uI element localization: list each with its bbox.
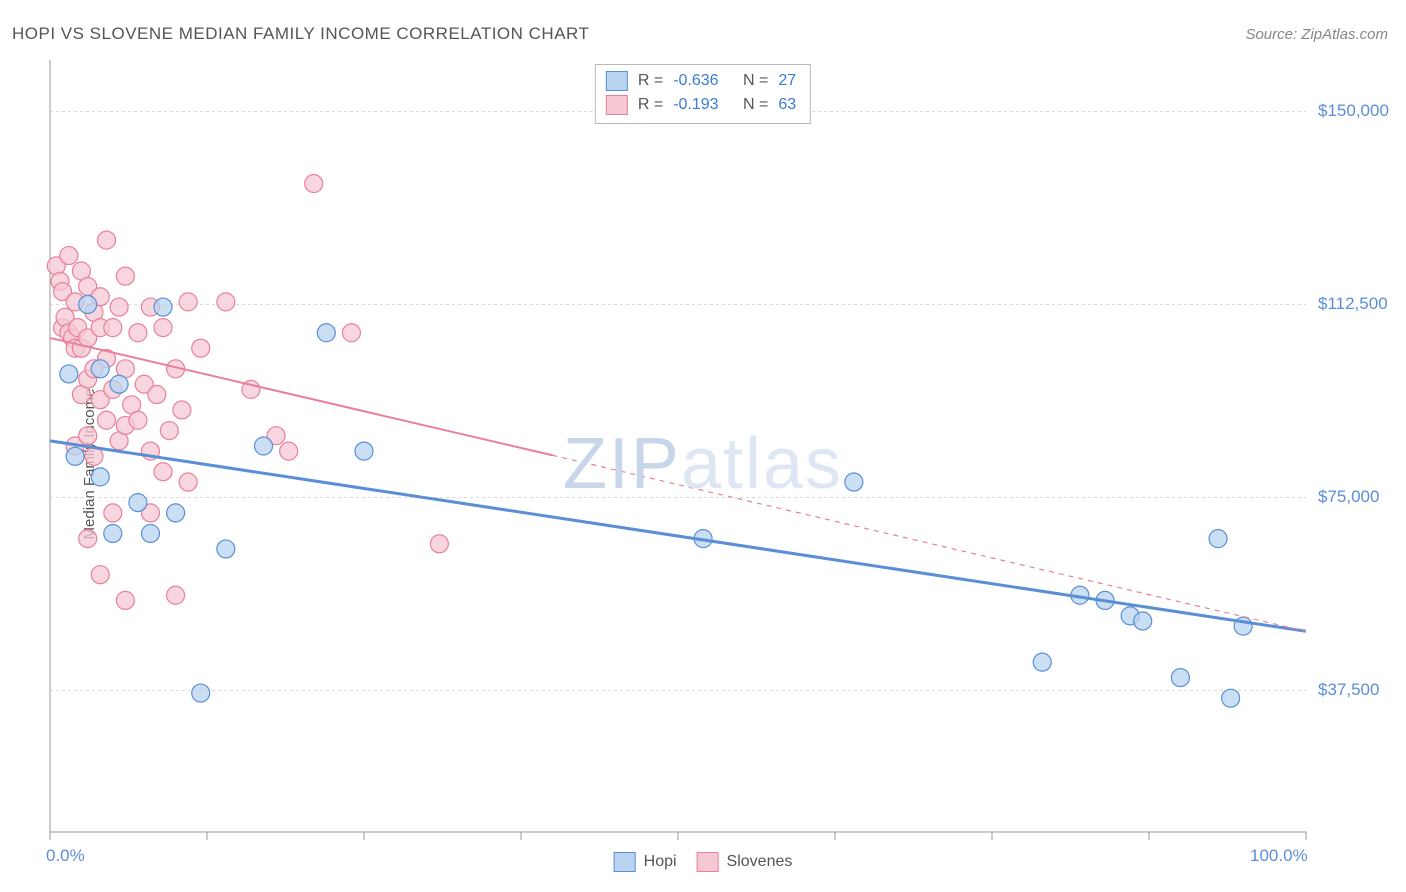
label-R: R = — [638, 69, 663, 93]
slovenes-N-value: 63 — [778, 93, 796, 117]
label-N: N = — [743, 93, 768, 117]
legend-label-hopi: Hopi — [644, 853, 677, 871]
y-tick-label: $112,500 — [1318, 294, 1388, 314]
page: HOPI VS SLOVENE MEDIAN FAMILY INCOME COR… — [0, 0, 1406, 892]
label-N: N = — [743, 69, 768, 93]
stats-row-slovenes: R = -0.193 N = 63 — [606, 93, 796, 117]
y-tick-label: $150,000 — [1318, 101, 1389, 121]
stats-legend: R = -0.636 N = 27 R = -0.193 N = 63 — [595, 64, 811, 124]
x-axis-legend: Hopi Slovenes — [614, 852, 793, 872]
scatter-chart — [10, 56, 1396, 872]
y-tick-label: $75,000 — [1318, 487, 1379, 507]
hopi-swatch-icon — [614, 852, 636, 872]
hopi-N-value: 27 — [778, 69, 796, 93]
legend-label-slovenes: Slovenes — [727, 853, 793, 871]
label-R: R = — [638, 93, 663, 117]
legend-item-hopi: Hopi — [614, 852, 677, 872]
chart-title: HOPI VS SLOVENE MEDIAN FAMILY INCOME COR… — [12, 24, 589, 44]
slovenes-swatch-icon — [606, 95, 628, 115]
legend-item-slovenes: Slovenes — [697, 852, 793, 872]
hopi-R-value: -0.636 — [673, 69, 718, 93]
y-tick-label: $37,500 — [1318, 680, 1379, 700]
x-tick-label: 100.0% — [1250, 846, 1308, 866]
source-attribution: Source: ZipAtlas.com — [1245, 26, 1388, 43]
x-tick-label: 0.0% — [46, 846, 85, 866]
chart-container: Median Family Income ZIPatlas R = -0.636… — [10, 56, 1396, 872]
stats-row-hopi: R = -0.636 N = 27 — [606, 69, 796, 93]
slovenes-R-value: -0.193 — [673, 93, 718, 117]
hopi-swatch-icon — [606, 71, 628, 91]
slovenes-swatch-icon — [697, 852, 719, 872]
